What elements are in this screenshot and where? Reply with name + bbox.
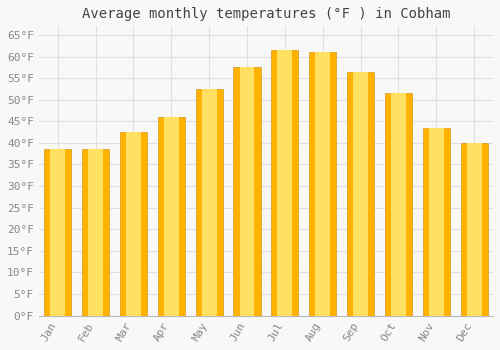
Bar [466,143,481,316]
Bar [196,89,223,316]
Bar [82,149,109,316]
Bar [429,128,444,316]
Bar [164,117,179,316]
Bar [44,149,72,316]
Bar [460,143,488,316]
Bar [126,132,141,316]
Bar [202,89,216,316]
Bar [353,72,368,316]
Bar [422,128,450,316]
Bar [309,52,336,316]
Bar [240,67,254,316]
Bar [158,117,185,316]
Bar [385,93,412,316]
Bar [120,132,147,316]
Bar [271,50,298,316]
Bar [234,67,260,316]
Bar [391,93,406,316]
Title: Average monthly temperatures (°F ) in Cobham: Average monthly temperatures (°F ) in Co… [82,7,450,21]
Bar [347,72,374,316]
Bar [278,50,292,316]
Bar [315,52,330,316]
Bar [88,149,103,316]
Bar [50,149,65,316]
